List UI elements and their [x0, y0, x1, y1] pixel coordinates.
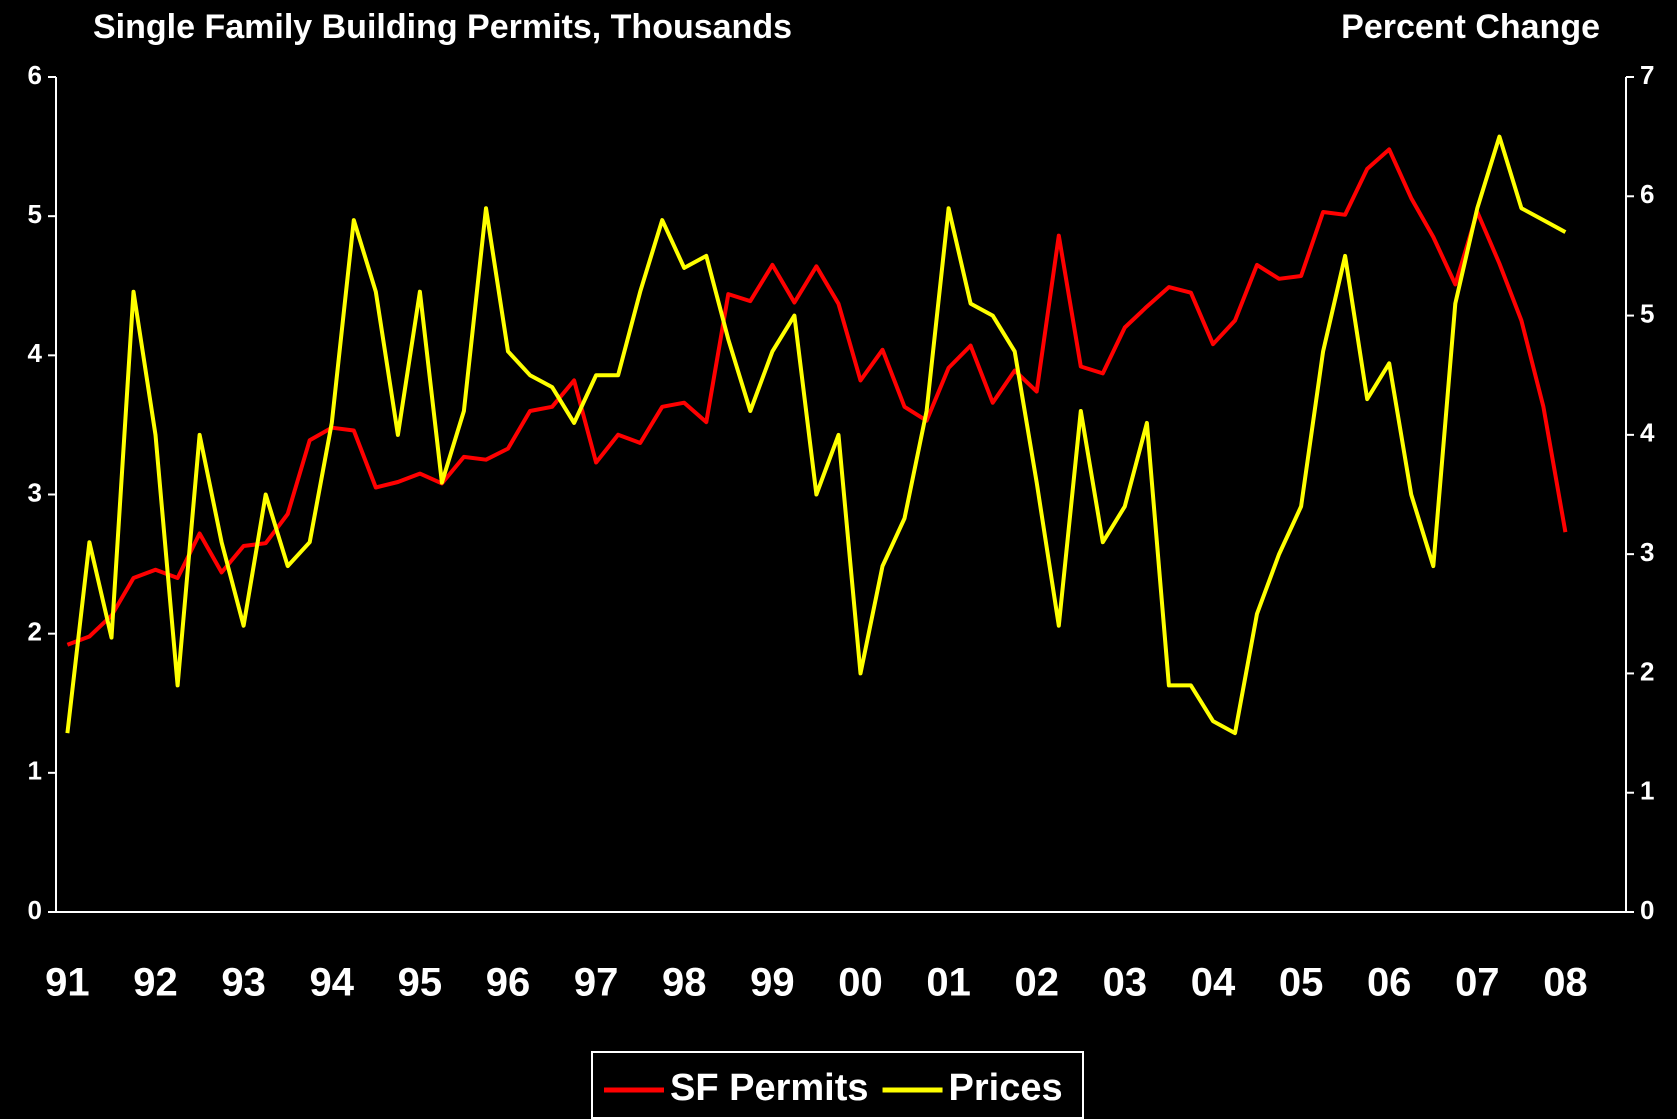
y2-tick-label: 2 — [1640, 656, 1654, 686]
y-tick-label: 2 — [28, 617, 42, 647]
y2-tick-label: 0 — [1640, 895, 1654, 925]
legend-label: Prices — [949, 1067, 1063, 1109]
x-tick-label: 03 — [1103, 961, 1148, 1005]
x-tick-label: 92 — [133, 961, 178, 1005]
x-tick-label: 04 — [1191, 961, 1236, 1005]
x-tick-label: 99 — [750, 961, 795, 1005]
y-tick-label: 1 — [28, 756, 42, 786]
y2-tick-label: 5 — [1640, 298, 1654, 328]
x-tick-label: 93 — [221, 961, 266, 1005]
x-tick-label: 98 — [662, 961, 707, 1005]
legend-label: SF Permits — [670, 1067, 869, 1109]
y2-tick-label: 4 — [1640, 418, 1655, 448]
x-tick-label: 94 — [310, 961, 355, 1005]
x-tick-label: 00 — [838, 961, 883, 1005]
x-tick-label: 01 — [926, 961, 971, 1005]
chart-title: Single Family Building Permits, Thousand… — [93, 8, 792, 46]
y2-tick-label: 6 — [1640, 179, 1654, 209]
legend-box — [591, 1051, 1084, 1119]
y2-tick-label: 7 — [1640, 60, 1654, 90]
series-line — [66, 147, 1568, 647]
y-tick-label: 0 — [28, 895, 42, 925]
x-tick-label: 05 — [1279, 961, 1324, 1005]
x-tick-label: 95 — [398, 961, 443, 1005]
x-tick-label: 06 — [1367, 961, 1412, 1005]
x-tick-label: 97 — [574, 961, 619, 1005]
y2-tick-label: 3 — [1640, 537, 1654, 567]
y-tick-label: 3 — [28, 477, 42, 507]
x-tick-label: 91 — [45, 961, 90, 1005]
y2-tick-label: 1 — [1640, 776, 1654, 806]
x-tick-label: 96 — [486, 961, 531, 1005]
x-tick-label: 08 — [1543, 961, 1588, 1005]
series-line — [65, 134, 1567, 736]
y-tick-label: 6 — [28, 60, 42, 90]
y-tick-label: 4 — [28, 338, 43, 368]
y2-axis-title: Percent Change — [1341, 8, 1600, 46]
y-tick-label: 5 — [28, 199, 42, 229]
x-tick-label: 07 — [1455, 961, 1500, 1005]
x-tick-label: 02 — [1014, 961, 1059, 1005]
